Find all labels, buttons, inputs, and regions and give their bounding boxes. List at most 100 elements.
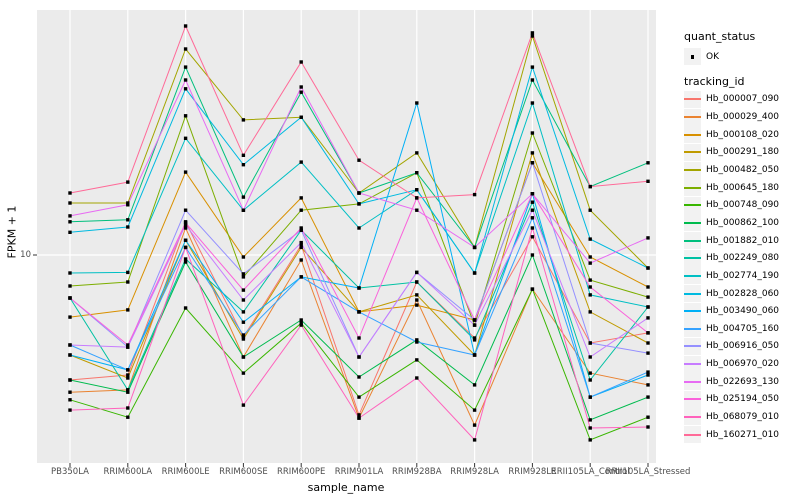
x-tick-label: RRIM600LE: [161, 467, 210, 477]
legend-item-label: Hb_001882_010: [706, 235, 780, 246]
line-swatch-icon: [684, 133, 701, 136]
color-swatch: [684, 179, 701, 197]
line-swatch-icon: [684, 204, 701, 207]
x-tick-label: RRII105LA_Control: [550, 467, 630, 477]
legend-item-label: Hb_160271_010: [706, 429, 780, 440]
color-swatch: [684, 267, 701, 285]
legend-item: Hb_002774_190: [684, 267, 798, 285]
x-tick-label: RRIM600PE: [277, 467, 326, 477]
x-axis-tick-labels: PB350LA RRIM600LA RRIM600LE RRIM600SE RRIM60…: [0, 467, 800, 479]
color-swatch: [684, 90, 701, 108]
color-swatch: [684, 108, 701, 126]
line-swatch-icon: [684, 415, 701, 418]
line-swatch-icon: [684, 310, 701, 313]
y-tick-label: 10: [20, 250, 31, 260]
x-tick-label: RRIM928LE: [508, 467, 557, 477]
legend-item-label: Hb_003490_060: [706, 306, 780, 317]
color-swatch: [684, 126, 701, 144]
x-tick-label: RRII105LA_Stressed: [605, 467, 691, 477]
color-swatch: [684, 373, 701, 391]
legend-item-label: Hb_000029_400: [706, 112, 780, 123]
color-swatch: [684, 337, 701, 355]
line-swatch-icon: [684, 433, 701, 436]
line-swatch-icon: [684, 292, 701, 295]
line-swatch-icon: [684, 363, 701, 366]
color-swatch: [684, 426, 701, 444]
line-swatch-icon: [684, 116, 701, 119]
legend-item-label: Hb_068079_010: [706, 411, 780, 422]
legend-item-label: OK: [706, 51, 719, 62]
x-tick-label: RRIM600LA: [103, 467, 153, 477]
x-tick-label: PB350LA: [51, 467, 89, 477]
x-axis-title: sample_name: [307, 481, 385, 494]
color-swatch: [684, 408, 701, 426]
legend-item: Hb_000108_020: [684, 126, 798, 144]
legend-item-label: Hb_022693_130: [706, 376, 780, 387]
line-swatch-icon: [684, 345, 701, 348]
line-swatch-icon: [684, 186, 701, 189]
color-swatch: [684, 196, 701, 214]
line-swatch-icon: [684, 257, 701, 260]
color-swatch: [684, 320, 701, 338]
point-swatch: [684, 48, 701, 66]
legend-item-ok: OK: [684, 48, 798, 66]
legend-item: Hb_006970_020: [684, 355, 798, 373]
color-swatch: [684, 355, 701, 373]
x-tick-label: RRIM928BA: [392, 467, 442, 477]
color-swatch: [684, 232, 701, 250]
color-swatch: [684, 249, 701, 267]
legend-item-label: Hb_002249_080: [706, 253, 780, 264]
line-swatch-icon: [684, 169, 701, 172]
legend-item-label: Hb_006970_020: [706, 359, 780, 370]
legend-item-label: Hb_002774_190: [706, 270, 780, 281]
legend-item-label: Hb_000748_090: [706, 200, 780, 211]
legend-item: Hb_000748_090: [684, 196, 798, 214]
line-swatch-icon: [684, 274, 701, 277]
legend-item: Hb_002828_060: [684, 285, 798, 303]
legend-title-tracking-id: tracking_id: [684, 74, 745, 88]
line-swatch-icon: [684, 380, 701, 383]
legend-item-label: Hb_000108_020: [706, 129, 780, 140]
legend-item: Hb_006916_050: [684, 337, 798, 356]
tracking-id-legend-items: Hb_000007_090 Hb_000029_400 Hb_000108_020 H…: [684, 90, 798, 444]
legend-item: Hb_000645_180: [684, 179, 798, 197]
color-swatch: [684, 285, 701, 302]
legend-item: Hb_000482_050: [684, 161, 798, 179]
legend-item-label: Hb_025194_050: [706, 394, 780, 405]
line-swatch-icon: [684, 98, 701, 101]
legend-item: Hb_002249_080: [684, 249, 798, 267]
legend-item: Hb_160271_010: [684, 426, 798, 444]
line-swatch-icon: [684, 327, 701, 330]
x-tick-label: RRIM928LA: [450, 467, 499, 477]
color-swatch: [684, 214, 701, 232]
legend-item-label: Hb_000482_050: [706, 165, 780, 176]
legend-item: Hb_004705_160: [684, 320, 798, 338]
legend-item: Hb_068079_010: [684, 408, 798, 426]
line-swatch-icon: [684, 221, 701, 224]
legend-item: Hb_025194_050: [684, 390, 798, 409]
legend-item: Hb_000291_180: [684, 143, 798, 162]
legend-item: Hb_000862_100: [684, 214, 798, 232]
black-point-icon: [690, 55, 695, 59]
legend-title-quant-status: quant_status: [684, 30, 756, 43]
legend-item: Hb_000029_400: [684, 108, 798, 126]
color-swatch: [684, 143, 701, 161]
legend-item-label: Hb_006916_050: [706, 341, 780, 352]
legend-item-label: Hb_002828_060: [706, 288, 780, 299]
legend-item: Hb_003490_060: [684, 302, 798, 320]
legend-panel: quant_status OK tracking_id Hb_000007_09…: [684, 30, 798, 444]
legend-item-label: Hb_000862_100: [706, 217, 780, 228]
color-swatch: [684, 390, 701, 408]
legend-item-label: Hb_000291_180: [706, 147, 780, 158]
color-swatch: [684, 302, 701, 320]
legend-item-label: Hb_000645_180: [706, 182, 780, 193]
x-tick-label: RRIM901LA: [334, 467, 384, 477]
line-swatch-icon: [684, 398, 701, 401]
legend-item: Hb_022693_130: [684, 373, 798, 391]
line-swatch-icon: [684, 151, 701, 154]
legend-item: Hb_001882_010: [684, 232, 798, 250]
x-tick-label: RRIM600SE: [219, 467, 268, 477]
legend-item-label: Hb_000007_090: [706, 94, 780, 105]
